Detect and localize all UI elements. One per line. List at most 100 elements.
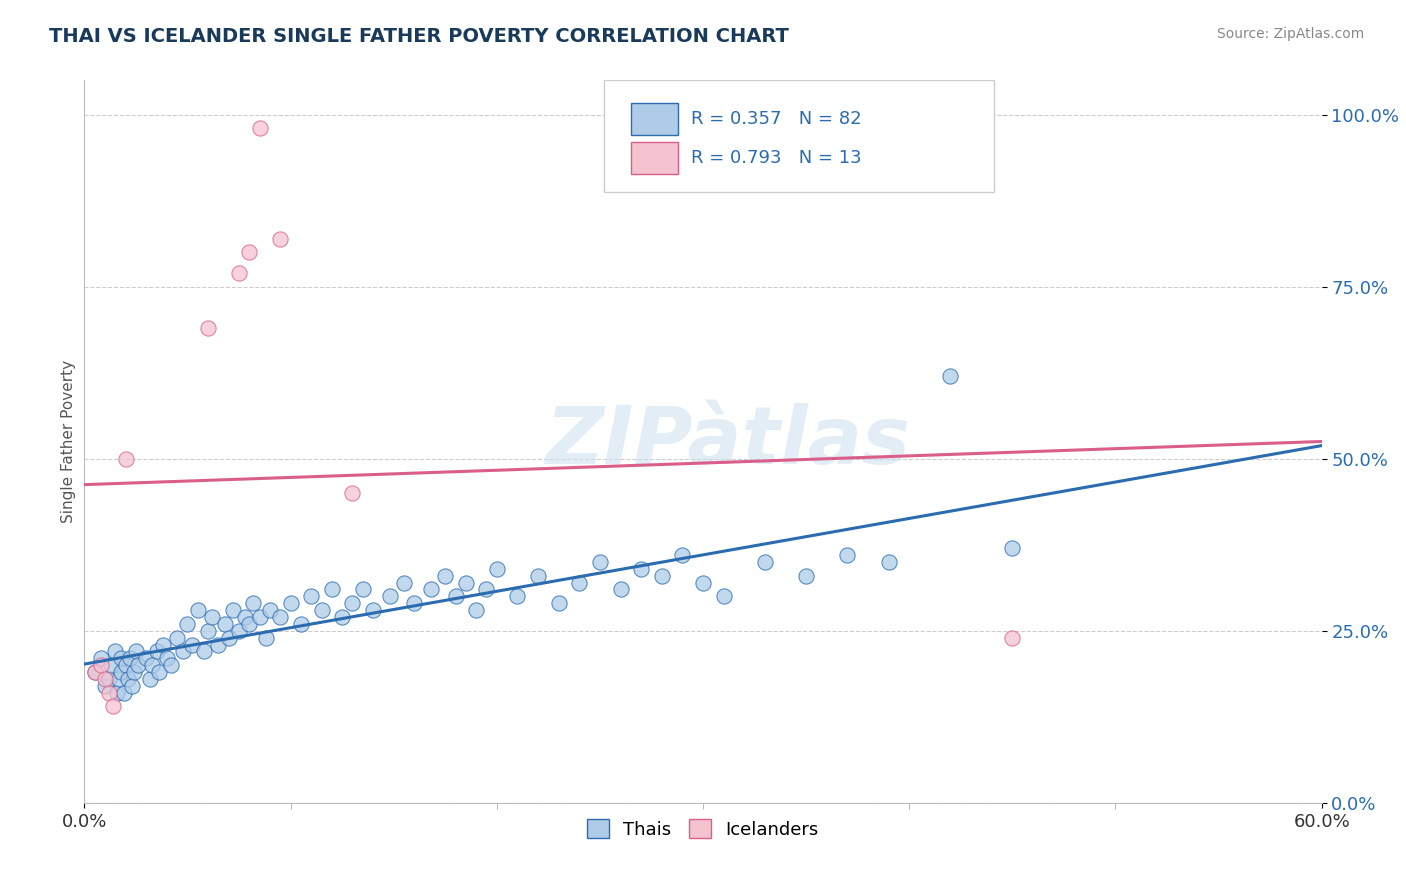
Point	[180, 638, 202, 652]
Point	[176, 616, 198, 631]
Point	[187, 603, 209, 617]
Point	[112, 686, 135, 700]
Point	[651, 568, 673, 582]
Legend: Thais, Icelanders: Thais, Icelanders	[579, 812, 827, 846]
Point	[547, 596, 569, 610]
Point	[630, 562, 652, 576]
Point	[122, 665, 145, 679]
Point	[98, 686, 121, 700]
Text: ZIPàtlas: ZIPàtlas	[546, 402, 910, 481]
Point	[233, 610, 256, 624]
Point	[103, 699, 125, 714]
Point	[419, 582, 441, 597]
Point	[141, 658, 163, 673]
Point	[794, 568, 817, 582]
Point	[110, 665, 132, 679]
Point	[877, 555, 900, 569]
Point	[201, 610, 224, 624]
Point	[378, 590, 401, 604]
Point	[156, 651, 179, 665]
Point	[342, 596, 364, 610]
Text: R = 0.357   N = 82: R = 0.357 N = 82	[690, 110, 862, 128]
Point	[145, 644, 167, 658]
Text: Source: ZipAtlas.com: Source: ZipAtlas.com	[1216, 27, 1364, 41]
Point	[121, 679, 143, 693]
Point	[837, 548, 859, 562]
Point	[214, 616, 236, 631]
Point	[527, 568, 550, 582]
Point	[90, 651, 112, 665]
Point	[222, 603, 245, 617]
Text: THAI VS ICELANDER SINGLE FATHER POVERTY CORRELATION CHART: THAI VS ICELANDER SINGLE FATHER POVERTY …	[49, 27, 789, 45]
Y-axis label: Single Father Poverty: Single Father Poverty	[60, 360, 76, 523]
Point	[342, 486, 364, 500]
Point	[290, 616, 312, 631]
Point	[83, 665, 105, 679]
Point	[148, 665, 170, 679]
Point	[172, 644, 194, 658]
Point	[135, 651, 157, 665]
Point	[475, 582, 498, 597]
Point	[94, 672, 117, 686]
Point	[506, 590, 529, 604]
Point	[242, 596, 264, 610]
Point	[127, 658, 149, 673]
Point	[118, 651, 141, 665]
Point	[125, 644, 148, 658]
Point	[197, 321, 219, 335]
Point	[105, 686, 128, 700]
Point	[444, 590, 467, 604]
Point	[152, 638, 174, 652]
Point	[249, 610, 271, 624]
Point	[754, 555, 776, 569]
Point	[218, 631, 240, 645]
Point	[352, 582, 374, 597]
Point	[609, 582, 631, 597]
Bar	[631, 142, 678, 174]
Point	[228, 624, 250, 638]
Bar	[631, 103, 678, 135]
Point	[114, 451, 136, 466]
Point	[114, 658, 136, 673]
Point	[1001, 631, 1024, 645]
Point	[392, 575, 415, 590]
Point	[160, 658, 183, 673]
Point	[671, 548, 693, 562]
Point	[404, 596, 426, 610]
Point	[311, 603, 333, 617]
Point	[259, 603, 281, 617]
Text: R = 0.793   N = 13: R = 0.793 N = 13	[690, 149, 862, 167]
Point	[197, 624, 219, 638]
Point	[269, 231, 291, 245]
Point	[94, 679, 117, 693]
Point	[1001, 541, 1024, 556]
Point	[713, 590, 735, 604]
Point	[280, 596, 302, 610]
Point	[269, 610, 291, 624]
FancyBboxPatch shape	[605, 80, 994, 193]
Point	[139, 672, 162, 686]
Point	[299, 590, 322, 604]
Point	[104, 644, 127, 658]
Point	[83, 665, 105, 679]
Point	[238, 245, 260, 260]
Point	[485, 562, 508, 576]
Point	[117, 672, 139, 686]
Point	[434, 568, 457, 582]
Point	[207, 638, 229, 652]
Point	[939, 369, 962, 384]
Point	[249, 121, 271, 136]
Point	[465, 603, 488, 617]
Point	[193, 644, 215, 658]
Point	[238, 616, 260, 631]
Point	[100, 658, 122, 673]
Point	[98, 672, 121, 686]
Point	[254, 631, 277, 645]
Point	[166, 631, 188, 645]
Point	[330, 610, 353, 624]
Point	[108, 672, 131, 686]
Point	[321, 582, 343, 597]
Point	[568, 575, 591, 590]
Point	[228, 266, 250, 280]
Point	[110, 651, 132, 665]
